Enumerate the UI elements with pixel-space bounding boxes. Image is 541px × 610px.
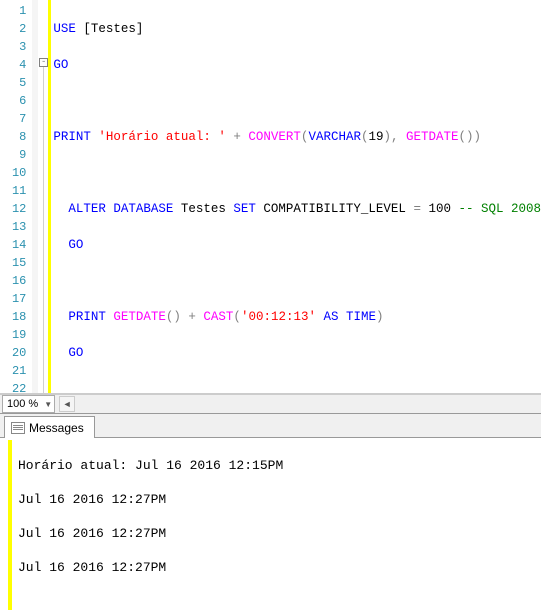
tab-label: Messages <box>29 421 84 435</box>
zoom-combo[interactable]: 100 % ▼ <box>2 395 55 413</box>
fold-bar: - <box>38 0 48 393</box>
message-line: Horário atual: Jul 16 2016 12:15PM <box>18 457 283 474</box>
kw-print: PRINT <box>53 130 91 144</box>
chevron-down-icon: ▼ <box>44 400 52 409</box>
fold-guide <box>43 67 44 394</box>
fn-getdate: GETDATE <box>399 130 459 144</box>
message-line: Jul 16 2016 12:27PM <box>18 559 283 576</box>
kw-alter: ALTER <box>68 202 106 216</box>
scroll-left-button[interactable]: ◄ <box>59 396 75 412</box>
zoom-value: 100 % <box>7 398 38 410</box>
line-number-gutter: 12345678910111213141516171819202122 <box>0 0 32 393</box>
code-editor[interactable]: 12345678910111213141516171819202122 - US… <box>0 0 541 394</box>
messages-text: Horário atual: Jul 16 2016 12:15PM Jul 1… <box>12 440 283 610</box>
messages-icon <box>11 422 25 434</box>
editor-status-bar: 100 % ▼ ◄ <box>0 394 541 413</box>
tab-messages[interactable]: Messages <box>4 416 95 438</box>
db-name: [Testes] <box>83 22 143 36</box>
kw-use: USE <box>53 22 76 36</box>
fold-toggle-icon[interactable]: - <box>39 58 48 67</box>
op: + <box>226 130 249 144</box>
results-tabstrip: Messages <box>0 414 541 438</box>
comment: -- SQL 2008 <box>458 202 541 216</box>
kw-go: GO <box>53 58 68 72</box>
code-content[interactable]: USE [Testes] GO PRINT 'Horário atual: ' … <box>51 0 541 393</box>
message-line: Jul 16 2016 12:27PM <box>18 525 283 542</box>
str: 'Horário atual: ' <box>98 130 226 144</box>
fn-convert: CONVERT <box>248 130 301 144</box>
messages-output[interactable]: Horário atual: Jul 16 2016 12:15PM Jul 1… <box>0 438 541 610</box>
message-line: Jul 16 2016 12:27PM <box>18 491 283 508</box>
results-panel: Messages Horário atual: Jul 16 2016 12:1… <box>0 413 541 610</box>
kw-varchar: VARCHAR <box>308 130 361 144</box>
